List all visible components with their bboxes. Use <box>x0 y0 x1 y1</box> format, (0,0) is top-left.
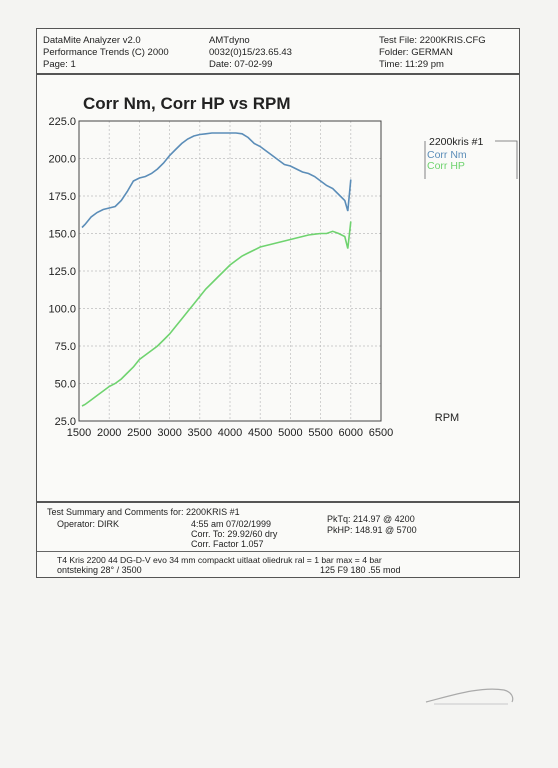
legend-title: 2200kris #1 <box>429 136 483 148</box>
copyright: Performance Trends (C) 2000 <box>43 47 169 58</box>
x-tick-label: 2500 <box>127 427 151 439</box>
x-axis-label: RPM <box>435 412 459 424</box>
legend-entry: Corr Nm <box>427 149 467 161</box>
legend-entry: Corr HP <box>427 160 465 172</box>
correction-factor: Corr. Factor 1.057 <box>191 539 264 549</box>
y-tick-label: 150.0 <box>48 229 76 241</box>
comment-line-1: T4 Kris 2200 44 DG-D-V evo 34 mm compack… <box>57 555 382 565</box>
x-tick-label: 5500 <box>308 427 332 439</box>
operator: Operator: DIRK <box>57 519 120 529</box>
test-file: Test File: 2200KRIS.CFG <box>379 35 486 46</box>
dyno-name: AMTdyno <box>209 35 250 46</box>
x-tick-label: 2000 <box>97 427 121 439</box>
y-tick-label: 75.0 <box>55 341 76 353</box>
dyno-chart: Corr Nm, Corr HP vs RPM 1500 2000 2500 3000 3… <box>48 94 518 439</box>
x-tick-label: 4500 <box>248 427 272 439</box>
summary-divider <box>37 551 519 552</box>
test-summary: Test Summary and Comments for: 2200KRIS … <box>36 502 520 578</box>
y-tick-label: 125.0 <box>48 266 76 278</box>
y-tick-label: 100.0 <box>48 304 76 316</box>
y-tick-label: 200.0 <box>48 154 76 166</box>
y-tick-label: 175.0 <box>48 191 76 203</box>
x-tick-label: 6500 <box>369 427 393 439</box>
peak-torque: PkTq: 214.97 @ 4200 <box>327 514 415 524</box>
comment-line-3: 125 F9 180 .55 mod <box>320 565 401 575</box>
plot-area-frame <box>78 120 382 422</box>
x-tick-label: 4000 <box>218 427 242 439</box>
page-number: Page: 1 <box>43 59 76 70</box>
report-sheet: DataMite Analyzer v2.0 Performance Trend… <box>36 28 520 588</box>
folder: Folder: GERMAN <box>379 47 453 58</box>
x-tick-label: 3000 <box>157 427 181 439</box>
chart-title: Corr Nm, Corr HP vs RPM <box>83 94 291 113</box>
correction-to: Corr. To: 29.92/60 dry <box>191 529 278 539</box>
series-line-corr-hp <box>81 221 352 407</box>
x-tick-label: 3500 <box>188 427 212 439</box>
legend-frame <box>424 140 518 179</box>
test-time: 4:55 am 07/02/1999 <box>191 519 272 529</box>
series-line-corr-nm <box>81 132 352 229</box>
run-id: 0032(0)15/23.65.43 <box>209 47 292 58</box>
comment-line-2: ontsteking 28° / 3500 <box>57 565 142 575</box>
y-tick-label: 25.0 <box>55 416 76 428</box>
report-date: Date: 07-02-99 <box>209 59 273 70</box>
logo-mark <box>425 688 514 705</box>
chart-panel: Corr Nm, Corr HP vs RPM 1500 2000 2500 3000 3… <box>36 74 520 502</box>
y-tick-label: 225.0 <box>48 116 76 128</box>
x-tick-label: 5000 <box>278 427 302 439</box>
x-tick-label: 6000 <box>339 427 363 439</box>
report-header: DataMite Analyzer v2.0 Performance Trend… <box>36 28 520 74</box>
summary-title: Test Summary and Comments for: 2200KRIS … <box>47 507 240 517</box>
app-name: DataMite Analyzer v2.0 <box>43 35 141 46</box>
report-time: Time: 11:29 pm <box>379 59 444 70</box>
y-tick-label: 50.0 <box>55 379 76 391</box>
peak-hp: PkHP: 148.91 @ 5700 <box>327 525 417 535</box>
x-tick-label: 1500 <box>67 427 91 439</box>
